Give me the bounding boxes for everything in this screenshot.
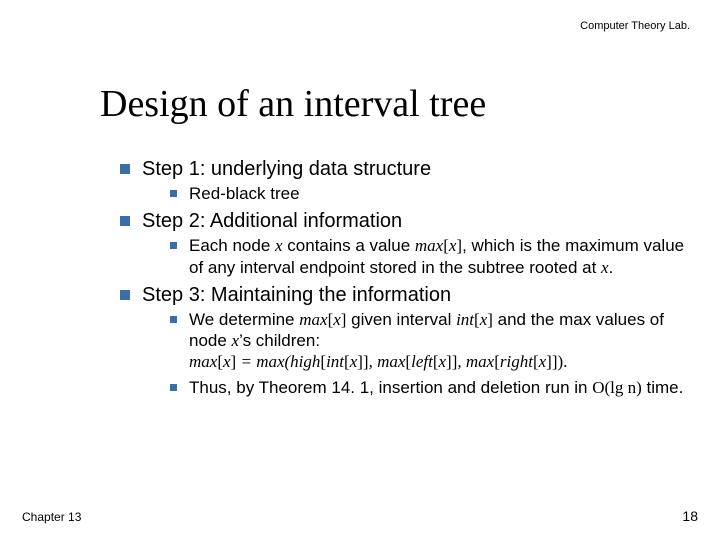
square-bullet-icon [170, 190, 177, 197]
step-3-sub-1: We determine max[x] given interval int[x… [189, 309, 690, 373]
step-3: Step 3: Maintaining the information [120, 284, 690, 307]
step-2-label: Step 2: Additional information [142, 210, 402, 232]
step-3-label: Step 3: Maintaining the information [142, 284, 451, 306]
lab-header: Computer Theory Lab. [580, 20, 690, 32]
step-2: Step 2: Additional information [120, 210, 690, 233]
square-bullet-icon [170, 384, 177, 391]
square-bullet-icon [120, 216, 130, 226]
square-bullet-icon [170, 242, 177, 249]
square-bullet-icon [120, 164, 130, 174]
step-1-label: Step 1: underlying data structure [142, 158, 431, 180]
footer-page-number: 18 [682, 508, 698, 524]
slide-title: Design of an interval tree [100, 82, 486, 126]
list-item: Thus, by Theorem 14. 1, insertion and de… [170, 377, 690, 398]
content: Step 1: underlying data structure Red-bl… [120, 158, 690, 404]
step-3-sub: We determine max[x] given interval int[x… [170, 309, 690, 398]
list-item: Red-black tree [170, 183, 690, 204]
step-1-sub: Red-black tree [170, 183, 690, 204]
step-1-sub-1: Red-black tree [189, 183, 690, 204]
step-1: Step 1: underlying data structure [120, 158, 690, 181]
list-item: We determine max[x] given interval int[x… [170, 309, 690, 373]
step-2-sub: Each node x contains a value max[x], whi… [170, 235, 690, 278]
list-item: Each node x contains a value max[x], whi… [170, 235, 690, 278]
square-bullet-icon [170, 316, 177, 323]
footer-chapter: Chapter 13 [22, 510, 81, 524]
step-3-sub-2: Thus, by Theorem 14. 1, insertion and de… [189, 377, 690, 398]
step-2-sub-1: Each node x contains a value max[x], whi… [189, 235, 690, 278]
square-bullet-icon [120, 290, 130, 300]
